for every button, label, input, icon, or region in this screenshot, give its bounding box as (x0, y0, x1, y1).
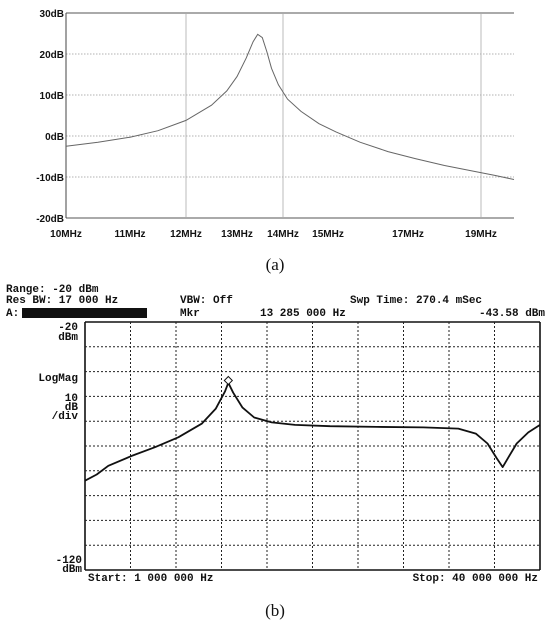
y-top-unit: dBm (58, 332, 78, 344)
marker-label: Mkr (180, 308, 200, 320)
chart-a: 30dB 20dB 10dB 0dB -10dB -20dB 10MHz 11MHz 12MH… (36, 9, 515, 274)
chart-b-marker (223, 375, 234, 386)
res-bw-label: Res BW: 17 000 Hz (6, 295, 118, 307)
trace-label: A: (6, 308, 19, 320)
chart-a-x-tick-2: 12MHz (170, 229, 202, 240)
marker-diamond (223, 375, 234, 386)
stop-label: Stop: 40 000 000 Hz (413, 573, 538, 585)
y-top-value: -20 (58, 322, 78, 334)
marker-frequency: 13 285 000 Hz (260, 308, 346, 320)
chart-a-x-tick-3: 13MHz (221, 229, 253, 240)
chart-a-y-tick-4: -10dB (36, 173, 64, 184)
chart-a-x-tick-5: 15MHz (312, 229, 344, 240)
y-bottom-unit: dBm (62, 564, 82, 576)
chart-a-y-tick-1: 20dB (40, 50, 64, 61)
chart-a-x-tick-6: 17MHz (392, 229, 424, 240)
chart-a-panel-label: (a) (266, 255, 285, 274)
chart-a-series (65, 33, 515, 180)
chart-b-grid (84, 321, 541, 571)
scale-mode: LogMag (38, 373, 78, 385)
chart-b-series (84, 381, 541, 482)
scale-value: 10 (65, 393, 78, 405)
chart-b: Range: -20 dBm Res BW: 17 000 Hz VBW: Of… (6, 284, 545, 620)
chart-a-x-tick-1: 11MHz (114, 229, 145, 240)
chart-b-series-line-0 (84, 381, 541, 482)
chart-a-y-tick-2: 10dB (40, 91, 64, 102)
marker-level: -43.58 dBm (479, 308, 545, 320)
trace-name-redacted (22, 308, 147, 318)
chart-a-x-tick-0: 10MHz (50, 229, 82, 240)
chart-a-y-tick-labels: 30dB 20dB 10dB 0dB -10dB -20dB (36, 9, 64, 225)
chart-a-y-tick-3: 0dB (45, 132, 64, 143)
y-bottom-value: -120 (56, 555, 82, 567)
range-label: Range: -20 dBm (6, 284, 99, 296)
scale-div: /div (52, 411, 79, 423)
chart-b-panel-label: (b) (265, 601, 285, 620)
chart-a-x-tick-labels: 10MHz 11MHz 12MHz 13MHz 14MHz 15MHz 17MHz 19MHz (50, 229, 497, 240)
scale-unit: dB (65, 402, 79, 414)
chart-a-series-line-0 (65, 33, 515, 180)
chart-a-x-tick-4: 14MHz (267, 229, 299, 240)
chart-a-grid (66, 12, 514, 219)
swp-time-label: Swp Time: 270.4 mSec (350, 295, 482, 307)
chart-a-y-tick-0: 30dB (40, 9, 64, 20)
start-label: Start: 1 000 000 Hz (88, 573, 213, 585)
vbw-label: VBW: Off (180, 295, 233, 307)
chart-a-y-tick-5: -20dB (36, 214, 64, 225)
chart-a-x-tick-7: 19MHz (465, 229, 497, 240)
